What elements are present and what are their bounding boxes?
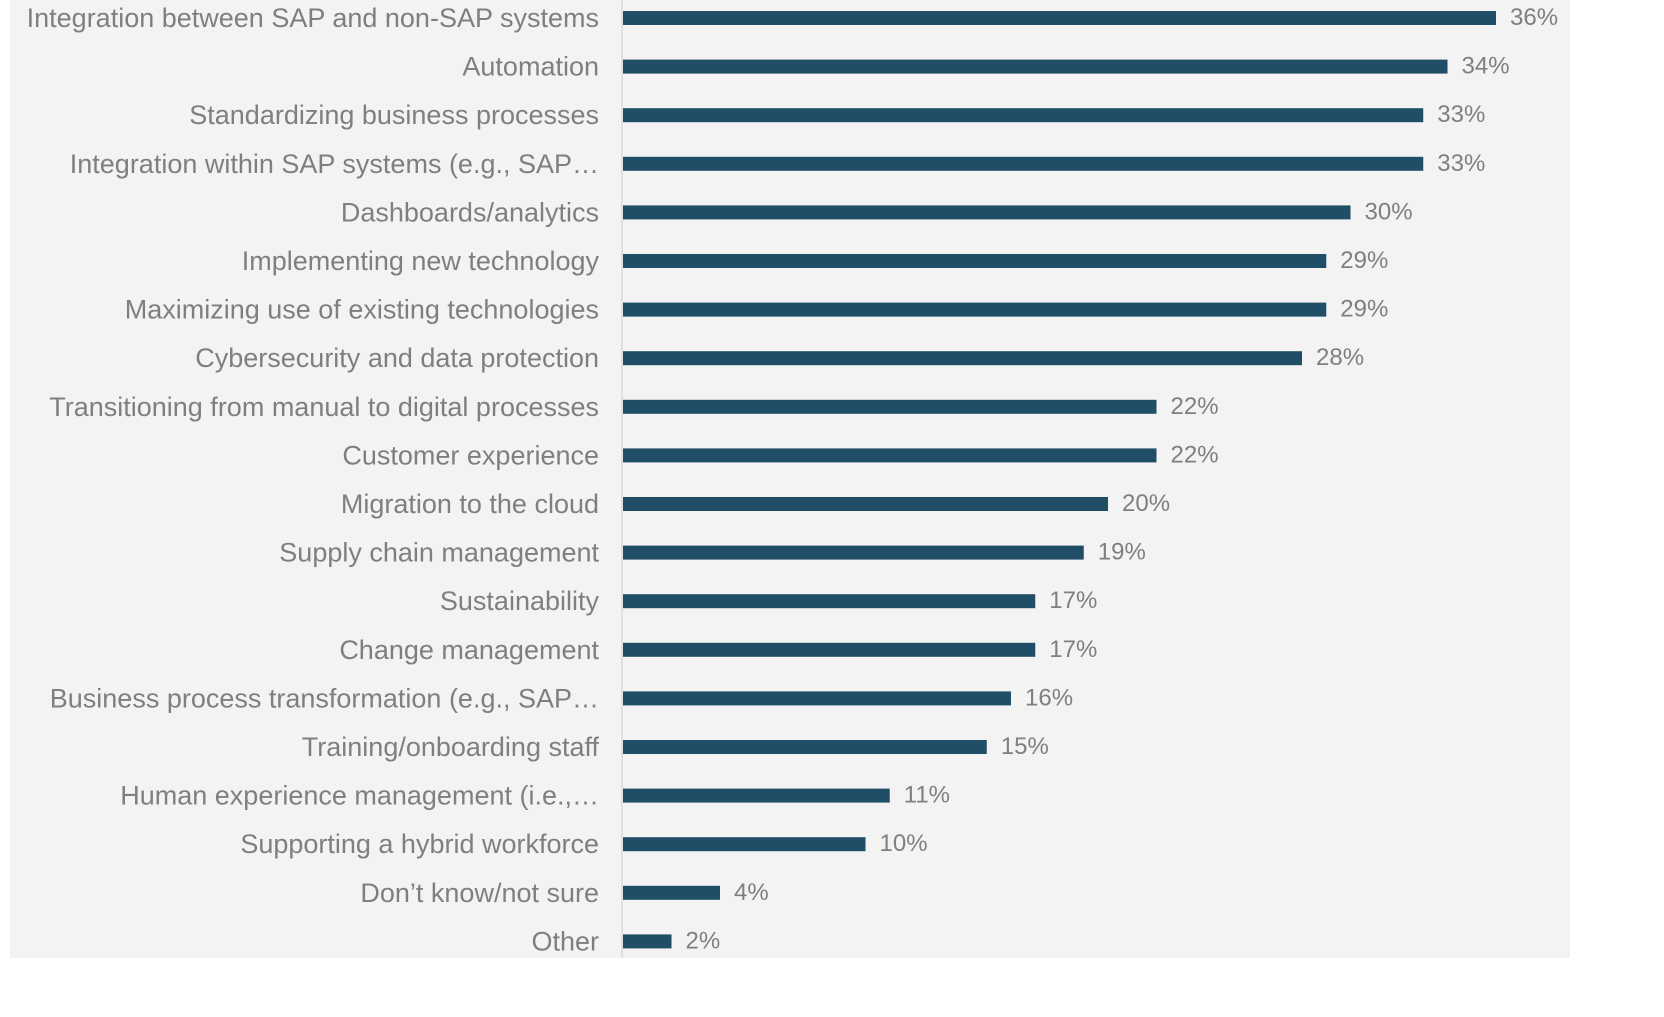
bar — [623, 156, 1424, 171]
value-label: 34% — [1462, 53, 1510, 80]
category-label: Human experience management (i.e.,… — [120, 781, 599, 811]
bar — [623, 59, 1448, 74]
value-label: 4% — [734, 879, 769, 906]
category-label: Business process transformation (e.g., S… — [50, 683, 599, 713]
category-label: Automation — [462, 52, 599, 82]
category-label: Don’t know/not sure — [360, 878, 599, 908]
category-label: Implementing new technology — [242, 246, 600, 276]
category-label: Sustainability — [440, 586, 600, 616]
value-label: 10% — [880, 830, 928, 857]
value-label: 28% — [1316, 344, 1364, 371]
category-label: Migration to the cloud — [341, 489, 599, 519]
bar — [623, 302, 1327, 317]
value-label: 17% — [1049, 636, 1097, 663]
bar — [623, 934, 672, 949]
bar — [623, 740, 987, 754]
category-label: Other — [531, 926, 599, 956]
bar — [623, 837, 866, 852]
value-labels: 36%34%33%33%30%29%29%28%22%22%20%19%17%1… — [686, 4, 1559, 954]
value-label: 2% — [686, 927, 721, 954]
value-label: 22% — [1171, 441, 1219, 468]
category-label: Supporting a hybrid workforce — [240, 829, 599, 859]
bar — [623, 11, 1496, 25]
category-label: Maximizing use of existing technologies — [125, 295, 599, 325]
bar — [623, 399, 1157, 414]
category-labels: Integration between SAP and non-SAP syst… — [27, 3, 600, 956]
bar — [623, 594, 1036, 609]
value-label: 33% — [1437, 101, 1485, 128]
category-label: Training/onboarding staff — [302, 732, 600, 762]
category-label: Dashboards/analytics — [341, 197, 599, 227]
bar — [623, 545, 1084, 560]
value-label: 33% — [1437, 150, 1485, 177]
value-label: 15% — [1001, 733, 1049, 760]
value-label: 20% — [1122, 490, 1170, 517]
value-label: 29% — [1340, 296, 1388, 323]
value-label: 29% — [1340, 247, 1388, 274]
value-label: 11% — [904, 782, 950, 809]
bar — [623, 351, 1302, 366]
bar — [623, 885, 720, 900]
bar — [623, 108, 1424, 123]
value-label: 17% — [1049, 587, 1097, 614]
category-label: Customer experience — [342, 440, 599, 470]
bar — [623, 497, 1108, 511]
bar — [623, 642, 1036, 657]
bars — [623, 11, 1496, 949]
bar-chart: Integration between SAP and non-SAP syst… — [27, 0, 1559, 958]
value-label: 19% — [1098, 539, 1146, 566]
category-label: Standardizing business processes — [189, 100, 599, 130]
category-label: Change management — [339, 635, 599, 665]
value-label: 22% — [1171, 393, 1219, 420]
value-label: 30% — [1365, 198, 1413, 225]
category-label: Integration between SAP and non-SAP syst… — [27, 3, 599, 33]
value-label: 16% — [1025, 684, 1073, 711]
category-label: Supply chain management — [279, 538, 599, 568]
bar — [623, 205, 1351, 220]
category-label: Cybersecurity and data protection — [195, 343, 599, 373]
bar — [623, 254, 1327, 268]
bar — [623, 691, 1011, 706]
bar — [623, 448, 1157, 463]
category-label: Integration within SAP systems (e.g., SA… — [70, 149, 599, 179]
value-label: 36% — [1510, 4, 1558, 31]
category-label: Transitioning from manual to digital pro… — [49, 392, 599, 422]
chart-panel: Integration between SAP and non-SAP syst… — [10, 0, 1570, 958]
bar — [623, 788, 890, 803]
